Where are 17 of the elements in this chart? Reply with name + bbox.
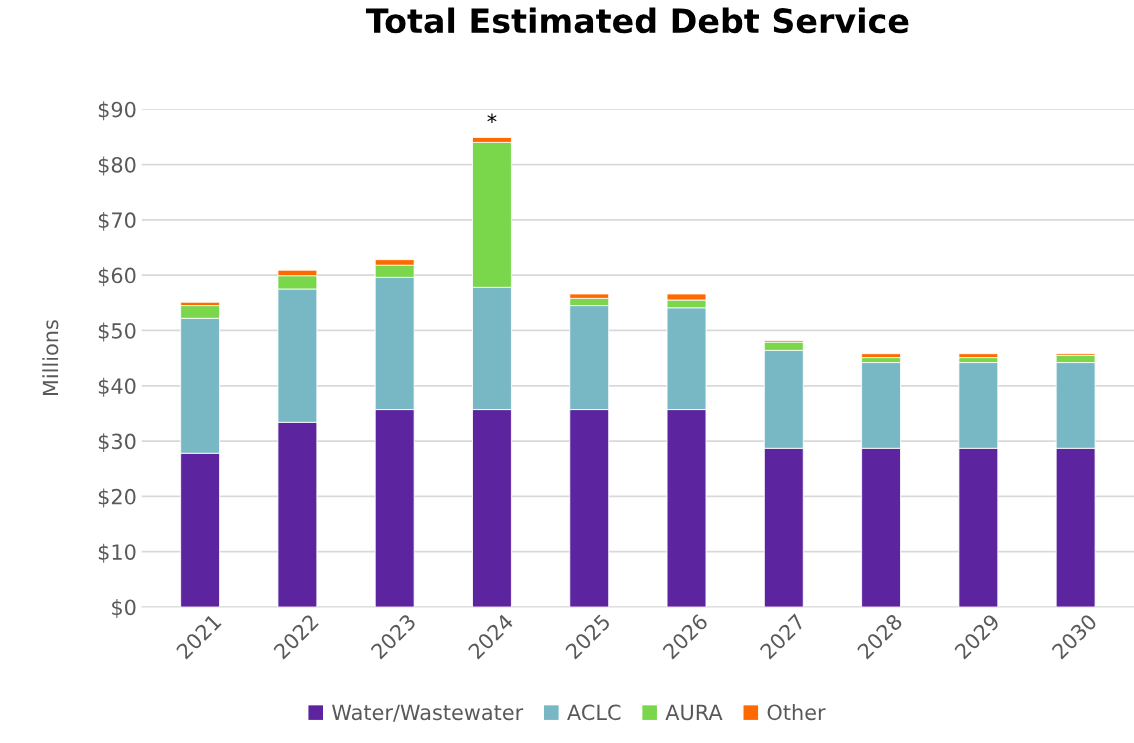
- y-tick-label: $50: [98, 322, 136, 342]
- legend-label: AURA: [665, 704, 723, 721]
- chart-title: Total Estimated Debt Service: [365, 7, 909, 34]
- y-tick-label: $60: [98, 267, 136, 287]
- y-tick-label: $90: [98, 101, 136, 121]
- legend-label: Water/Wastewater: [332, 704, 524, 722]
- y-axis-title: Millions: [42, 320, 59, 396]
- y-tick-label: $70: [98, 211, 136, 231]
- y-tick-label: $0: [112, 599, 136, 619]
- y-tick-label: $80: [98, 156, 136, 176]
- legend-label: Other: [767, 704, 826, 721]
- annotation: *: [487, 113, 497, 123]
- y-tick-label: $40: [98, 377, 136, 397]
- y-tick-label: $20: [98, 488, 136, 508]
- y-tick-label: $30: [98, 433, 136, 453]
- y-tick-label: $10: [98, 543, 136, 563]
- legend-label: ACLC: [567, 704, 621, 721]
